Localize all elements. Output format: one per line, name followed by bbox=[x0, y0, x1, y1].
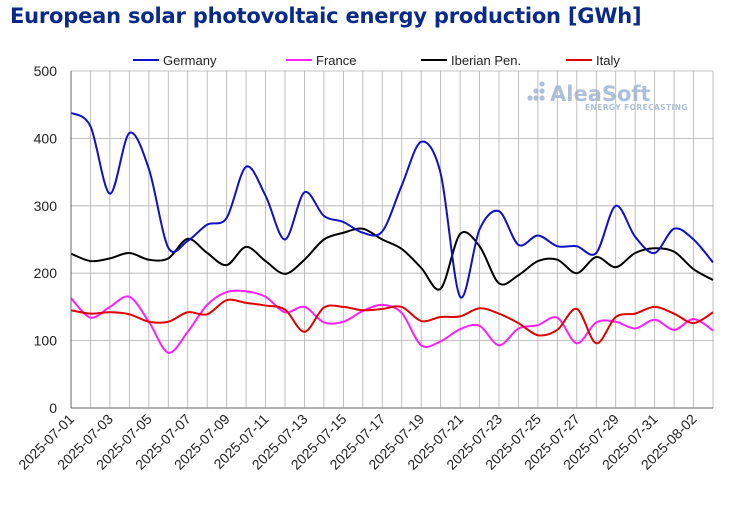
legend-item-italy: Italy bbox=[566, 53, 620, 68]
y-tick-label: 200 bbox=[34, 265, 58, 281]
y-tick-label: 300 bbox=[34, 198, 58, 214]
y-tick-label: 400 bbox=[34, 130, 58, 146]
y-tick-label: 100 bbox=[34, 333, 58, 349]
logo-name: AleaSoft bbox=[550, 82, 651, 106]
legend-item-germany: Germany bbox=[133, 53, 217, 68]
y-tick-label: 500 bbox=[34, 63, 58, 79]
aleasoft-logo: AleaSoft ENERGY FORECASTING bbox=[527, 81, 688, 112]
series-line-iberian-pen bbox=[70, 227, 714, 291]
legend-label: Iberian Pen. bbox=[451, 53, 521, 68]
legend-label: Italy bbox=[596, 53, 620, 68]
logo-dots-icon bbox=[527, 81, 545, 101]
legend-label: France bbox=[316, 53, 356, 68]
series-line-germany bbox=[70, 111, 714, 299]
legend-item-france: France bbox=[286, 53, 356, 68]
legend-label: Germany bbox=[163, 53, 217, 68]
logo-tagline: ENERGY FORECASTING bbox=[585, 103, 688, 112]
series-line-italy bbox=[70, 298, 714, 345]
chart-title: European solar photovoltaic energy produ… bbox=[10, 4, 642, 28]
legend-item-iberian-pen: Iberian Pen. bbox=[421, 53, 521, 68]
y-tick-label: 0 bbox=[49, 400, 57, 416]
